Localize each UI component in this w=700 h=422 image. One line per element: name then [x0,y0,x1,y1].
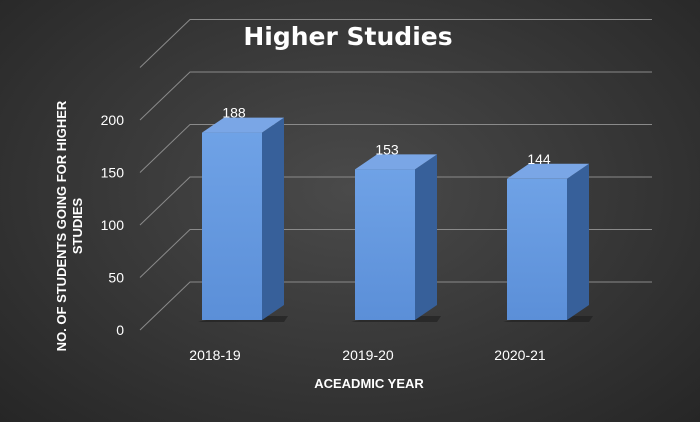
bars [198,117,593,322]
grid-layer [139,19,652,331]
bar-top [507,163,589,179]
data-labels: 188 153 144 [222,105,551,167]
bar-side [262,117,284,320]
y-axis-title: NO. OF STUDENTS GOING FOR HIGHER STUDIES [54,100,85,351]
gridline [139,229,652,278]
y-tick-label: 100 [101,217,125,233]
y-tick-label: 50 [108,270,124,286]
bar-2019-20 [351,154,441,322]
x-tick-label: 2020-21 [494,347,546,363]
bar-top [355,154,437,170]
x-tick-label: 2019-20 [342,347,394,363]
x-tick-labels: 2018-19 2019-20 2020-21 [189,347,546,363]
bar-2020-21 [503,163,593,322]
bar-front [202,132,262,320]
data-label: 153 [375,141,399,157]
x-tick-label: 2018-19 [189,347,241,363]
y-tick-label: 0 [116,322,124,338]
bar-top [202,117,284,133]
bar-front [507,178,567,320]
y-axis-title-line-1: NO. OF STUDENTS GOING FOR HIGHER [54,100,69,351]
gridline [139,71,652,121]
gridline [139,176,652,226]
gridline [139,19,652,68]
bar-2018-19 [198,117,288,322]
data-label: 188 [222,105,246,121]
y-axis-title-line-2: STUDIES [70,198,85,255]
bar-front [355,169,415,320]
y-tick-label: 200 [101,112,125,128]
gridline [139,281,652,331]
bar-side [567,163,589,320]
y-tick-labels: 0 50 100 150 200 [101,112,125,338]
chart-title: Higher Studies [243,22,452,51]
gridline [139,124,652,173]
data-label: 144 [527,151,551,167]
y-tick-label: 150 [101,165,125,181]
x-axis-title: ACEADMIC YEAR [314,376,424,391]
bar-side [415,154,437,320]
